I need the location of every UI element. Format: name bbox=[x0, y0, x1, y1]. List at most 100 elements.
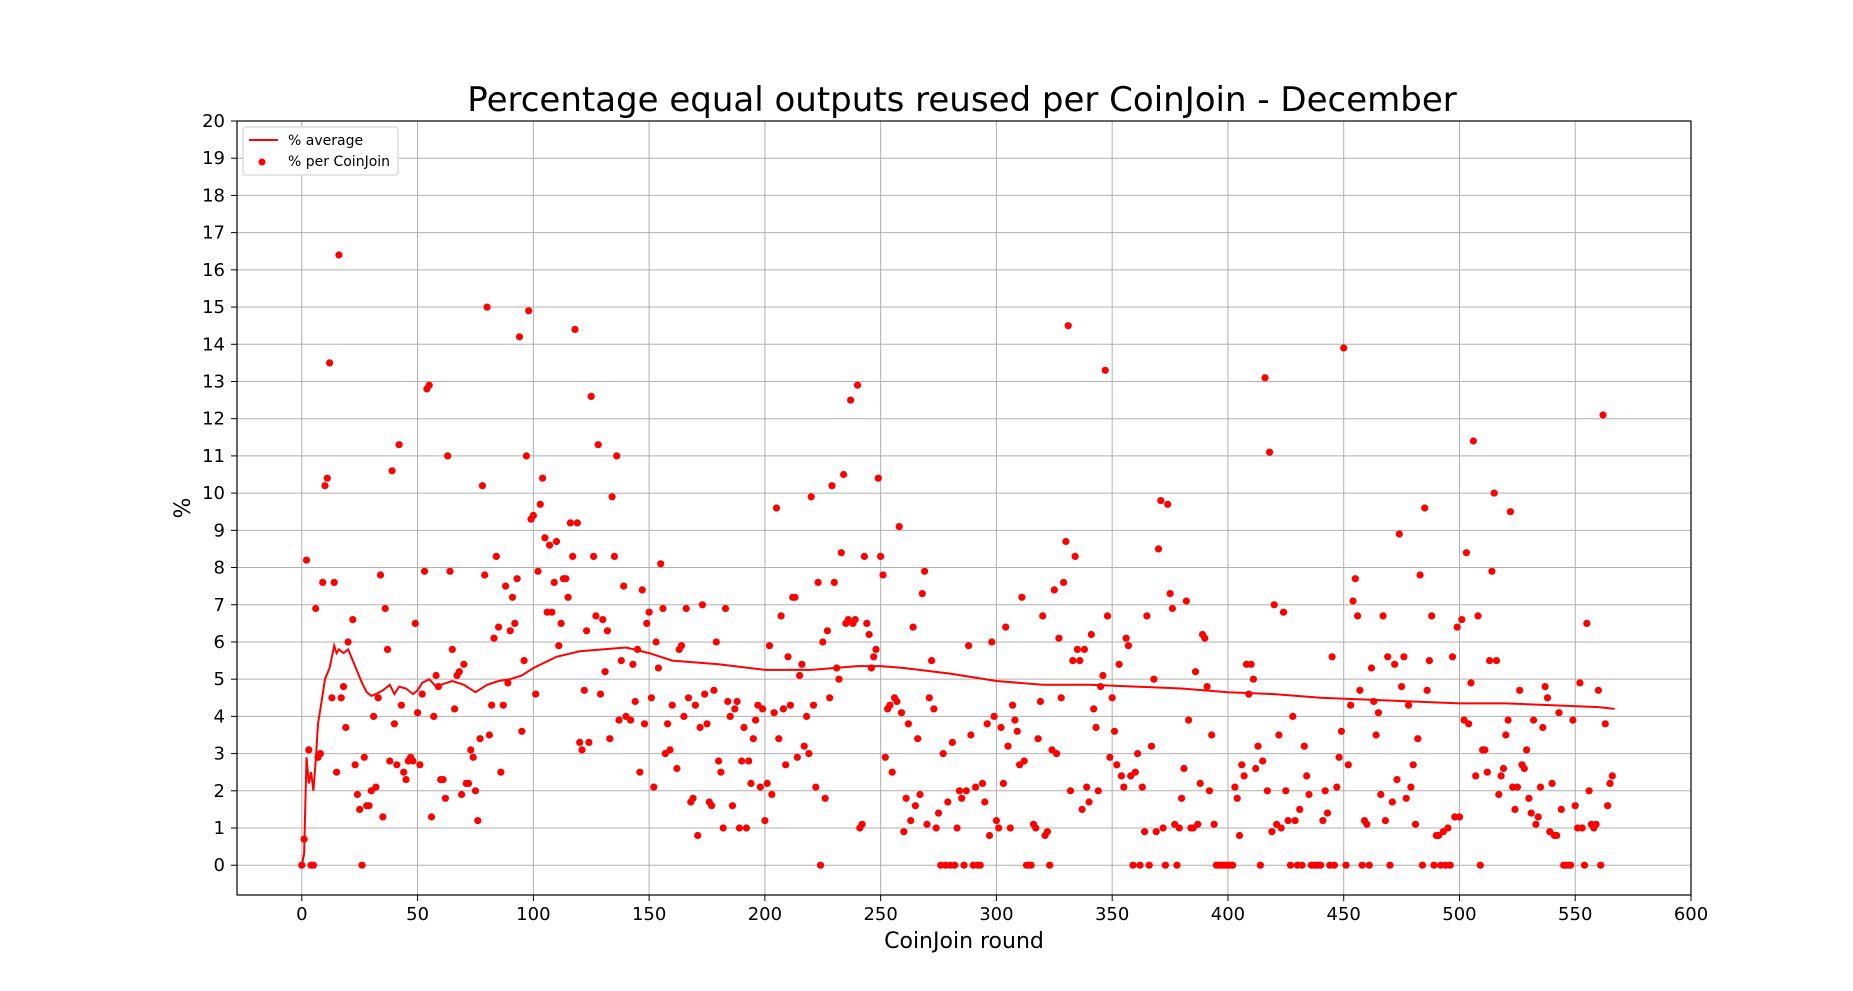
data-point bbox=[1393, 776, 1401, 784]
data-point bbox=[793, 753, 801, 761]
data-point bbox=[471, 787, 480, 795]
data-point bbox=[1592, 820, 1600, 828]
data-point bbox=[633, 645, 642, 654]
data-point bbox=[1039, 612, 1047, 620]
data-point bbox=[1597, 861, 1605, 869]
data-point bbox=[1205, 787, 1213, 795]
data-point bbox=[1090, 705, 1098, 713]
data-point bbox=[495, 623, 503, 631]
data-point bbox=[1404, 701, 1413, 709]
data-point bbox=[995, 824, 1003, 832]
data-point bbox=[548, 608, 556, 616]
data-point bbox=[1483, 768, 1491, 776]
data-point bbox=[1018, 593, 1026, 601]
data-point bbox=[339, 683, 348, 691]
data-point bbox=[1208, 731, 1216, 739]
data-point bbox=[1057, 694, 1065, 702]
data-point bbox=[1342, 861, 1350, 869]
data-point bbox=[1231, 783, 1239, 791]
data-point bbox=[1511, 805, 1519, 814]
legend-label-per-coinjoin: % per CoinJoin bbox=[288, 154, 390, 170]
data-point bbox=[592, 612, 600, 620]
data-point bbox=[1444, 824, 1452, 832]
data-point bbox=[1488, 567, 1496, 575]
data-point bbox=[513, 575, 521, 583]
data-point bbox=[897, 709, 906, 717]
data-point bbox=[1055, 634, 1063, 642]
data-point bbox=[1340, 344, 1348, 352]
data-point bbox=[853, 381, 862, 389]
data-point bbox=[1407, 783, 1415, 791]
data-point bbox=[983, 720, 991, 728]
data-point bbox=[1152, 828, 1160, 836]
data-point bbox=[1254, 742, 1262, 750]
data-point bbox=[488, 701, 496, 709]
data-point bbox=[1002, 623, 1010, 631]
data-point bbox=[765, 642, 774, 650]
data-point bbox=[1261, 374, 1269, 382]
data-point bbox=[1080, 645, 1088, 654]
data-point bbox=[1604, 802, 1612, 810]
data-point bbox=[740, 723, 748, 732]
data-point bbox=[1539, 723, 1547, 732]
data-point bbox=[726, 712, 734, 721]
data-point bbox=[499, 701, 507, 709]
data-point bbox=[1567, 861, 1575, 869]
data-point bbox=[1594, 686, 1602, 694]
data-point bbox=[1430, 861, 1438, 869]
data-point bbox=[682, 604, 690, 613]
data-point bbox=[627, 716, 635, 724]
data-point bbox=[629, 660, 637, 668]
data-point bbox=[770, 709, 778, 717]
data-point bbox=[1073, 645, 1081, 654]
data-point bbox=[1229, 861, 1237, 869]
data-point bbox=[1120, 783, 1128, 791]
x-tick-label: 300 bbox=[979, 904, 1013, 925]
data-point bbox=[677, 642, 686, 650]
data-point bbox=[418, 690, 426, 698]
data-point bbox=[967, 731, 975, 739]
data-point bbox=[664, 720, 672, 728]
data-point bbox=[1354, 612, 1362, 620]
data-point bbox=[1370, 697, 1378, 706]
data-point bbox=[1513, 783, 1521, 791]
data-point bbox=[601, 668, 609, 676]
data-point bbox=[330, 578, 338, 587]
data-point bbox=[775, 735, 783, 743]
data-point bbox=[819, 638, 827, 646]
data-point bbox=[532, 690, 540, 698]
legend-label-average: % average bbox=[288, 133, 363, 149]
data-point bbox=[731, 705, 739, 713]
grid bbox=[237, 120, 1692, 895]
data-point bbox=[1386, 861, 1394, 869]
data-point bbox=[1425, 657, 1433, 665]
data-point bbox=[1601, 720, 1609, 728]
data-point bbox=[434, 683, 442, 691]
average-line-path bbox=[300, 641, 1615, 866]
data-point bbox=[1006, 824, 1014, 832]
data-point bbox=[1247, 660, 1255, 668]
data-point bbox=[1101, 366, 1109, 374]
data-point bbox=[1319, 817, 1327, 825]
data-point bbox=[374, 694, 382, 702]
data-point bbox=[928, 657, 936, 665]
data-point bbox=[654, 664, 663, 672]
data-point bbox=[613, 452, 621, 460]
data-point bbox=[837, 549, 845, 557]
data-point bbox=[1085, 798, 1093, 806]
data-point bbox=[1377, 790, 1385, 799]
data-point bbox=[490, 634, 498, 642]
data-point bbox=[1289, 712, 1297, 721]
data-point bbox=[335, 251, 343, 259]
data-point bbox=[921, 567, 929, 575]
data-point bbox=[1409, 761, 1417, 769]
data-point bbox=[1335, 753, 1343, 761]
data-point bbox=[643, 619, 651, 628]
data-point bbox=[1351, 575, 1359, 583]
data-point bbox=[858, 820, 866, 828]
data-point bbox=[1555, 709, 1563, 717]
data-point bbox=[756, 783, 764, 791]
data-point bbox=[925, 694, 933, 702]
data-point bbox=[1245, 690, 1253, 698]
data-point bbox=[1543, 694, 1552, 702]
